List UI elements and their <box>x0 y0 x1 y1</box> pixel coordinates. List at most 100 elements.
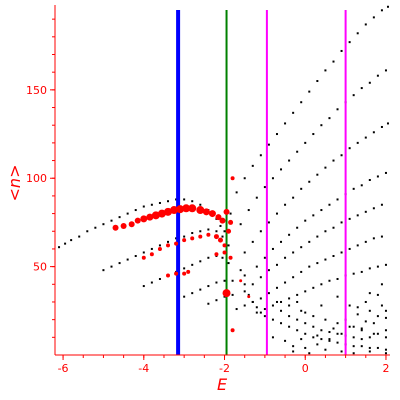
highlight-point <box>208 210 216 218</box>
data-point <box>384 263 387 266</box>
data-point <box>271 247 274 250</box>
data-point <box>308 265 311 268</box>
highlight-point <box>141 255 146 260</box>
data-point <box>284 339 287 342</box>
data-point <box>167 240 170 243</box>
data-point <box>316 173 319 176</box>
data-point <box>320 283 323 286</box>
axes-layer <box>54 5 390 356</box>
highlight-point <box>176 205 185 214</box>
data-point <box>223 279 226 282</box>
data-point <box>386 122 389 125</box>
data-point <box>348 147 351 150</box>
data-point <box>207 228 210 231</box>
data-point <box>296 329 299 332</box>
data-point <box>386 5 389 8</box>
data-point <box>86 230 89 233</box>
data-point <box>292 350 295 353</box>
data-point <box>126 258 129 261</box>
data-point <box>304 346 307 349</box>
data-point <box>372 332 375 335</box>
data-point <box>288 159 291 162</box>
data-point <box>296 300 299 303</box>
highlight-point <box>230 176 235 181</box>
data-point <box>142 205 145 208</box>
data-point <box>183 198 186 201</box>
data-point <box>191 263 194 266</box>
data-point <box>191 292 194 295</box>
data-point <box>380 203 383 206</box>
data-point <box>280 309 283 312</box>
data-point <box>324 69 327 72</box>
highlight-point <box>128 221 135 228</box>
data-point <box>227 244 230 247</box>
data-point <box>227 262 230 265</box>
data-point <box>64 242 67 245</box>
x-tick-label: 0 <box>302 362 309 375</box>
data-point <box>284 203 287 206</box>
data-point <box>243 274 246 277</box>
data-point <box>384 336 387 339</box>
data-point <box>134 255 137 258</box>
data-point <box>259 276 262 279</box>
data-point <box>356 313 359 316</box>
data-point <box>316 235 319 238</box>
highlight-point <box>190 236 195 241</box>
y-tick-label: 100 <box>26 172 47 185</box>
data-point <box>255 306 258 309</box>
highlight-point <box>247 295 251 299</box>
data-point <box>292 111 295 114</box>
data-point <box>336 277 339 280</box>
data-point <box>215 299 218 302</box>
data-point <box>158 201 161 204</box>
data-point <box>118 262 121 265</box>
data-point <box>300 338 303 341</box>
data-point <box>142 251 145 254</box>
data-point <box>352 272 355 275</box>
data-point <box>380 235 383 238</box>
data-point <box>271 318 274 321</box>
data-point <box>280 240 283 243</box>
data-point <box>275 133 278 136</box>
data-point <box>199 288 202 291</box>
data-point <box>231 293 234 296</box>
data-point <box>360 270 363 273</box>
data-point <box>267 221 270 224</box>
data-point <box>191 232 194 235</box>
data-point <box>284 122 287 125</box>
highlight-point <box>239 279 243 283</box>
data-point <box>271 177 274 180</box>
data-point <box>300 270 303 273</box>
data-point <box>300 187 303 190</box>
highlight-point <box>186 269 191 274</box>
data-point <box>324 258 327 261</box>
data-point <box>280 168 283 171</box>
data-point <box>376 346 379 349</box>
data-point <box>243 251 246 254</box>
data-point <box>372 16 375 19</box>
highlight-point <box>202 208 210 216</box>
data-point <box>271 304 274 307</box>
data-point <box>288 233 291 236</box>
data-point <box>255 196 258 199</box>
data-point <box>368 336 371 339</box>
data-point <box>368 346 371 349</box>
highlight-point <box>222 243 227 248</box>
highlight-point <box>146 213 154 221</box>
data-point <box>336 322 339 325</box>
data-point <box>207 302 210 305</box>
data-point <box>243 177 246 180</box>
highlight-point <box>226 228 232 234</box>
data-point <box>267 292 270 295</box>
data-point <box>263 315 266 318</box>
data-point <box>296 226 299 229</box>
data-point <box>384 69 387 72</box>
data-point <box>384 329 387 332</box>
highlight-point <box>174 241 179 246</box>
data-point <box>312 214 315 217</box>
highlight-point <box>157 246 162 251</box>
data-point <box>336 108 339 111</box>
data-point <box>239 269 242 272</box>
